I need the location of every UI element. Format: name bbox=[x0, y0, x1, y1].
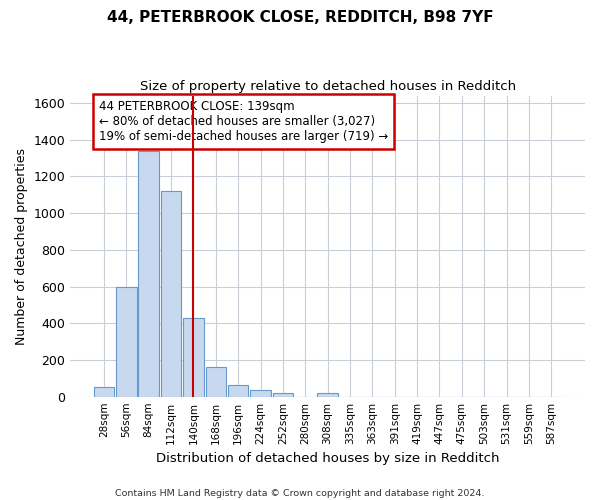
Bar bbox=[116, 286, 137, 397]
Bar bbox=[206, 368, 226, 396]
Text: 44 PETERBROOK CLOSE: 139sqm
← 80% of detached houses are smaller (3,027)
19% of : 44 PETERBROOK CLOSE: 139sqm ← 80% of det… bbox=[98, 100, 388, 143]
Bar bbox=[94, 386, 114, 396]
Bar bbox=[183, 318, 204, 396]
Bar bbox=[272, 393, 293, 396]
Text: 44, PETERBROOK CLOSE, REDDITCH, B98 7YF: 44, PETERBROOK CLOSE, REDDITCH, B98 7YF bbox=[107, 10, 493, 25]
X-axis label: Distribution of detached houses by size in Redditch: Distribution of detached houses by size … bbox=[156, 452, 499, 465]
Bar bbox=[317, 394, 338, 396]
Bar bbox=[161, 191, 181, 396]
Title: Size of property relative to detached houses in Redditch: Size of property relative to detached ho… bbox=[140, 80, 516, 93]
Bar bbox=[228, 384, 248, 396]
Y-axis label: Number of detached properties: Number of detached properties bbox=[15, 148, 28, 344]
Bar bbox=[250, 390, 271, 396]
Bar bbox=[139, 150, 159, 396]
Text: Contains HM Land Registry data © Crown copyright and database right 2024.: Contains HM Land Registry data © Crown c… bbox=[115, 488, 485, 498]
